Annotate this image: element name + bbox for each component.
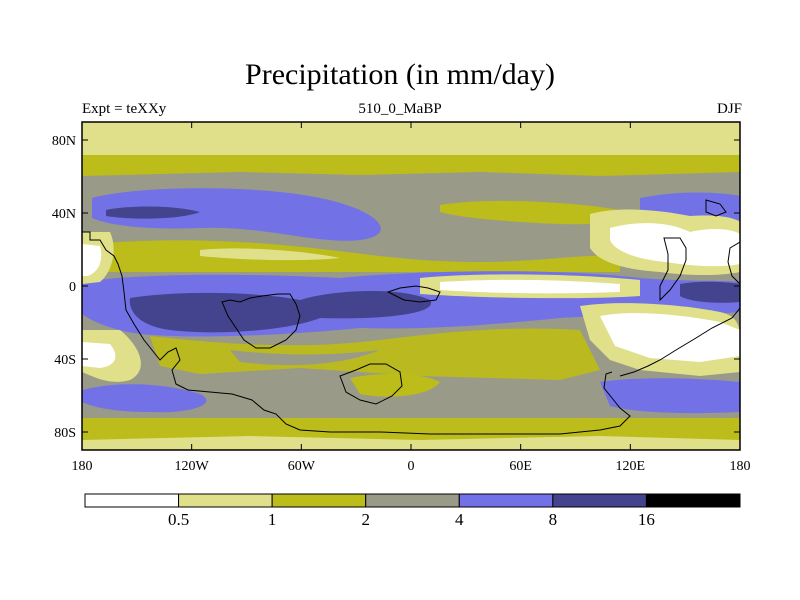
- equatorial-core-east: [680, 281, 740, 303]
- storm-track-south-west: [82, 384, 207, 413]
- band-north-yellow: [82, 155, 740, 176]
- lat-tick-label: 80S: [54, 426, 76, 441]
- colorbar-label: 4: [455, 510, 464, 529]
- storm-core-north: [106, 206, 200, 219]
- ne-island-outline: [705, 199, 727, 217]
- east-edge-outline: [727, 241, 740, 285]
- continent-outlines: [82, 199, 740, 435]
- storm-track-south-east: [600, 378, 740, 414]
- south-island-outline: [339, 363, 403, 405]
- subtropic-south-yellow: [150, 328, 600, 380]
- colorbar: 0.5 1 2 4 8 16: [84, 493, 741, 529]
- lon-tick-label: 120W: [175, 459, 210, 474]
- west-south-white: [82, 342, 116, 368]
- band-south-light: [82, 436, 740, 450]
- lon-tick-label: 180: [72, 459, 93, 474]
- band-north-light: [82, 122, 740, 160]
- colorbar-label: 8: [549, 510, 558, 529]
- lon-tick-label: 120E: [616, 459, 646, 474]
- subtropic-north-light: [200, 248, 340, 261]
- gondwana-outline: [82, 231, 631, 435]
- south-continent-outline: [221, 293, 301, 349]
- lat-tick-label: 0: [69, 280, 76, 295]
- west-dry-white: [82, 244, 102, 276]
- lat-tick-label: 40N: [52, 207, 76, 222]
- colorbar-label: 1: [268, 510, 277, 529]
- equatorial-core-west: [129, 290, 432, 333]
- lon-tick-label: 60E: [509, 459, 532, 474]
- ne-continent-outline: [659, 237, 687, 302]
- longitude-axis: 180 120W 60W 0 60E 120E 180: [72, 122, 751, 474]
- experiment-label: Expt = teXXy: [82, 101, 167, 117]
- precip-field: [82, 122, 740, 450]
- colorbar-swatch: [178, 493, 273, 508]
- colorbar-swatch: [458, 493, 554, 508]
- yellow-north-patch: [440, 200, 626, 225]
- subtropic-south-grey: [230, 350, 380, 366]
- se-coast-outline: [619, 307, 740, 377]
- map-title: Precipitation (in mm/day): [245, 58, 555, 91]
- se-dry-white: [600, 313, 740, 362]
- storm-track-north-west: [92, 188, 381, 241]
- lon-tick-label: 0: [408, 459, 415, 474]
- subtropic-north-yellow: [82, 240, 620, 272]
- colorbar-swatch: [84, 493, 180, 508]
- lat-tick-label: 80N: [52, 134, 76, 149]
- colorbar-swatch: [645, 493, 741, 508]
- colorbar-swatch: [271, 493, 367, 508]
- latitude-axis: 80N 40N 0 40S 80S: [52, 134, 740, 441]
- time-label: 510_0_MaBP: [358, 101, 442, 117]
- south-yellow-patch: [350, 373, 440, 397]
- equator-island-outline: [386, 285, 441, 303]
- colorbar-swatch: [365, 493, 460, 508]
- colorbar-swatch: [552, 493, 647, 508]
- ne-dry-white: [610, 223, 740, 267]
- lat-tick-label: 40S: [54, 353, 76, 368]
- colorbar-label: 2: [361, 510, 370, 529]
- colorbar-label: 16: [638, 510, 655, 529]
- dry-band-white: [440, 279, 620, 294]
- lon-tick-label: 180: [730, 459, 751, 474]
- colorbar-label: 0.5: [168, 510, 189, 529]
- lon-tick-label: 60W: [288, 459, 316, 474]
- season-label: DJF: [716, 101, 742, 117]
